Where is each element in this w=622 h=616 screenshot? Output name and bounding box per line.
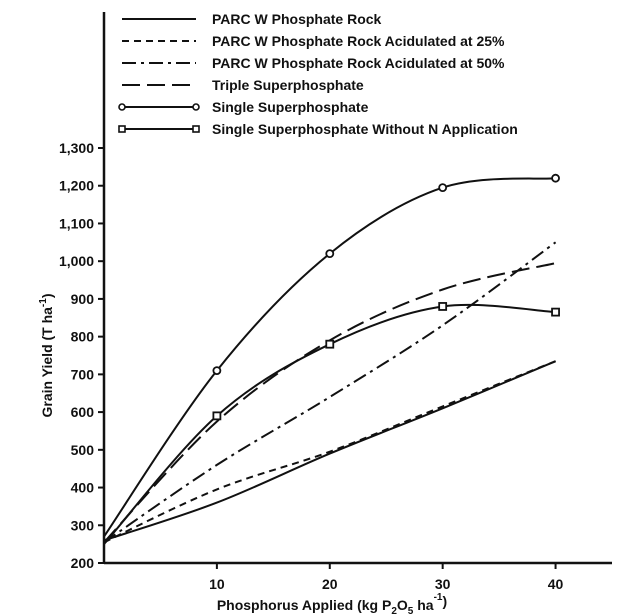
- x-title-part: O: [397, 597, 408, 613]
- y-tick-label: 800: [71, 329, 95, 345]
- x-axis-title: Phosphorus Applied (kg P2O5 ha-1): [217, 592, 447, 616]
- x-title-part: ha: [413, 597, 433, 613]
- y-title-sup: -1: [38, 298, 49, 307]
- y-tick-label: 500: [71, 442, 95, 458]
- y-tick-label: 300: [71, 517, 95, 533]
- y-title-close: ): [39, 293, 55, 298]
- legend-label: PARC W Phosphate Rock Acidulated at 50%: [212, 55, 505, 71]
- series-line-5: [103, 303, 556, 545]
- legend-item: PARC W Phosphate Rock Acidulated at 50%: [122, 55, 505, 71]
- y-tick-label: 1,300: [59, 140, 94, 156]
- series-layer: [103, 173, 560, 545]
- legend-marker-circle: [192, 103, 200, 111]
- data-point-square: [325, 339, 335, 349]
- x-axis: 10 20 30 40: [104, 561, 612, 592]
- legend-label: Triple Superphosphate: [212, 77, 364, 93]
- legend-marker-circle: [118, 103, 126, 111]
- y-tick-label: 600: [71, 404, 95, 420]
- legend-label: Single Superphosphate: [212, 99, 369, 115]
- x-title-part: 5: [408, 606, 414, 616]
- x-tick-label: 30: [435, 576, 451, 592]
- series-line-0: [103, 360, 556, 542]
- data-point-circle: [551, 173, 560, 183]
- legend-label: PARC W Phosphate Rock: [212, 11, 382, 27]
- data-point-circle: [325, 249, 335, 259]
- data-point-circle: [438, 183, 448, 193]
- x-title-part: ): [442, 593, 447, 609]
- y-tick-label: 1,000: [59, 253, 94, 269]
- y-tick-label: 400: [71, 480, 95, 496]
- x-tick-label: 10: [209, 576, 225, 592]
- data-point-circle: [212, 366, 222, 375]
- data-point-square: [212, 411, 222, 421]
- series-line-1: [103, 360, 556, 544]
- x-tick-label: 40: [548, 576, 564, 592]
- legend-item: Triple Superphosphate: [122, 77, 364, 93]
- y-title-main: Grain Yield (T ha: [39, 307, 55, 418]
- y-tick-label: 200: [71, 555, 95, 571]
- legend-item: Single Superphosphate: [118, 99, 369, 115]
- x-title-part: Phosphorus Applied (kg P: [217, 597, 392, 613]
- y-tick-label: 900: [71, 291, 95, 307]
- series-line-2: [103, 241, 557, 544]
- series-line-4: [103, 177, 556, 538]
- data-point-square: [438, 302, 448, 311]
- legend-item: Single Superphosphate Without N Applicat…: [118, 121, 518, 137]
- y-axis-title: Grain Yield (T ha-1): [38, 293, 55, 417]
- legend-item: PARC W Phosphate Rock Acidulated at 25%: [122, 33, 505, 49]
- y-tick-label: 700: [71, 366, 95, 382]
- x-title-part: -1: [434, 592, 443, 603]
- legend-marker-square: [192, 125, 200, 133]
- legend-label: Single Superphosphate Without N Applicat…: [212, 121, 518, 137]
- y-axis: 200 300 400 500 600 700 800 900 1,000 1,100 1,200 1…: [59, 12, 106, 571]
- data-point-square: [551, 307, 560, 317]
- x-title-part: 2: [391, 606, 397, 616]
- legend-item: PARC W Phosphate Rock: [122, 11, 382, 27]
- y-tick-label: 1,100: [59, 215, 94, 231]
- y-tick-label: 1,200: [59, 178, 94, 194]
- x-tick-label: 20: [322, 576, 338, 592]
- legend: PARC W Phosphate Rock PARC W Phosphate Ro…: [118, 11, 518, 137]
- legend-label: PARC W Phosphate Rock Acidulated at 25%: [212, 33, 505, 49]
- legend-marker-square: [118, 125, 126, 133]
